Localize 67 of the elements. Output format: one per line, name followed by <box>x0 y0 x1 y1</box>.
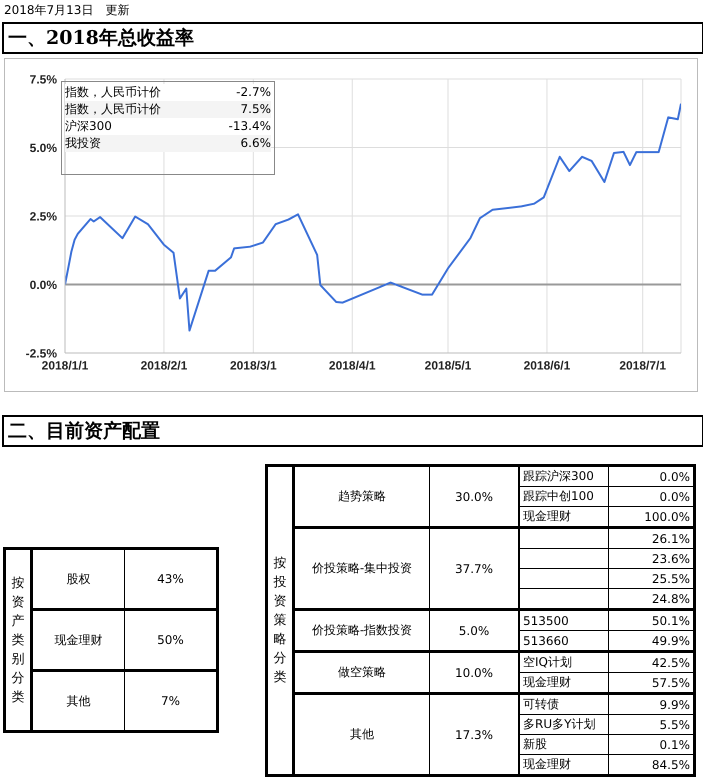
x-tick-label: 2018/7/1 <box>619 358 666 373</box>
x-tick-label: 2018/5/1 <box>424 358 472 373</box>
annotation: -2.7% <box>236 84 271 101</box>
x-tick-label: 2018/6/1 <box>524 358 571 373</box>
text: 按资产类别分类 <box>11 574 25 706</box>
annotation: 7.5% <box>240 101 271 118</box>
annotation: 指数，人民币计价 <box>65 84 161 101</box>
text: 5.5% <box>608 714 694 734</box>
text: 趋势策略 <box>294 466 430 528</box>
text: 23.6% <box>608 548 694 568</box>
annotation: 沪深300 <box>65 118 112 135</box>
text: 现金理财 <box>519 754 608 776</box>
text: 25.5% <box>608 568 694 588</box>
y-tick-label: -2.5% <box>26 346 58 360</box>
text: 现金理财 <box>32 610 124 670</box>
text: 57.5% <box>608 672 694 694</box>
text: 49.9% <box>608 630 694 652</box>
x-tick-label: 2018/1/1 <box>42 358 89 373</box>
annotation: 我投资 <box>65 135 101 152</box>
text: 0.0% <box>608 486 694 506</box>
annotation: -13.4% <box>228 118 271 135</box>
text: 30.0% <box>430 466 519 528</box>
text: 84.5% <box>608 754 694 776</box>
text: 价投策略-指数投资 <box>294 610 430 652</box>
text: 股权 <box>32 548 124 610</box>
text: 现金理财 <box>519 672 608 694</box>
text: 做空策略 <box>294 652 430 694</box>
text: 多RU多Y计划 <box>519 714 608 734</box>
text: 17.3% <box>430 694 519 776</box>
text: 10.0% <box>430 652 519 694</box>
text: 二、目前资产配置 <box>2 415 703 447</box>
text: 37.7% <box>430 528 519 610</box>
text: 跟踪沪深300 <box>519 466 608 486</box>
x-tick-label: 2018/3/1 <box>230 358 277 373</box>
text: 2018年7月13日 更新 <box>4 2 130 19</box>
text: 空IQ计划 <box>519 652 608 672</box>
text: 9.9% <box>608 694 694 714</box>
text: 跟踪中创100 <box>519 486 608 506</box>
text: 50.1% <box>608 610 694 630</box>
text: 42.5% <box>608 652 694 672</box>
text: 100.0% <box>608 506 694 528</box>
chart-title: 一、2018年总收益率 <box>2 22 703 54</box>
text: 0.1% <box>608 734 694 754</box>
text: 其他 <box>32 670 124 732</box>
text: 513500 <box>519 610 608 630</box>
text: 按投资策略分类 <box>273 555 287 687</box>
text: 新股 <box>519 734 608 754</box>
text: 26.1% <box>608 528 694 548</box>
annotation: 6.6% <box>240 135 271 152</box>
text: 价投策略-集中投资 <box>294 528 430 610</box>
text: 5.0% <box>430 610 519 652</box>
text: 43% <box>124 548 218 610</box>
y-tick-label: 7.5% <box>30 72 58 86</box>
text: 513660 <box>519 630 608 652</box>
text: 24.8% <box>608 588 694 610</box>
y-tick-label: 0.0% <box>30 278 58 292</box>
x-tick-label: 2018/2/1 <box>140 358 188 373</box>
y-tick-label: 5.0% <box>30 140 58 155</box>
x-tick-label: 2018/4/1 <box>328 358 376 373</box>
text: 现金理财 <box>519 506 608 528</box>
y-tick-label: 2.5% <box>30 209 58 224</box>
annotation: 指数，人民币计价 <box>65 101 161 118</box>
text: 50% <box>124 610 218 670</box>
text: 其他 <box>294 694 430 776</box>
text: 可转债 <box>519 694 608 714</box>
text: 7% <box>124 670 218 732</box>
text: 0.0% <box>608 466 694 486</box>
